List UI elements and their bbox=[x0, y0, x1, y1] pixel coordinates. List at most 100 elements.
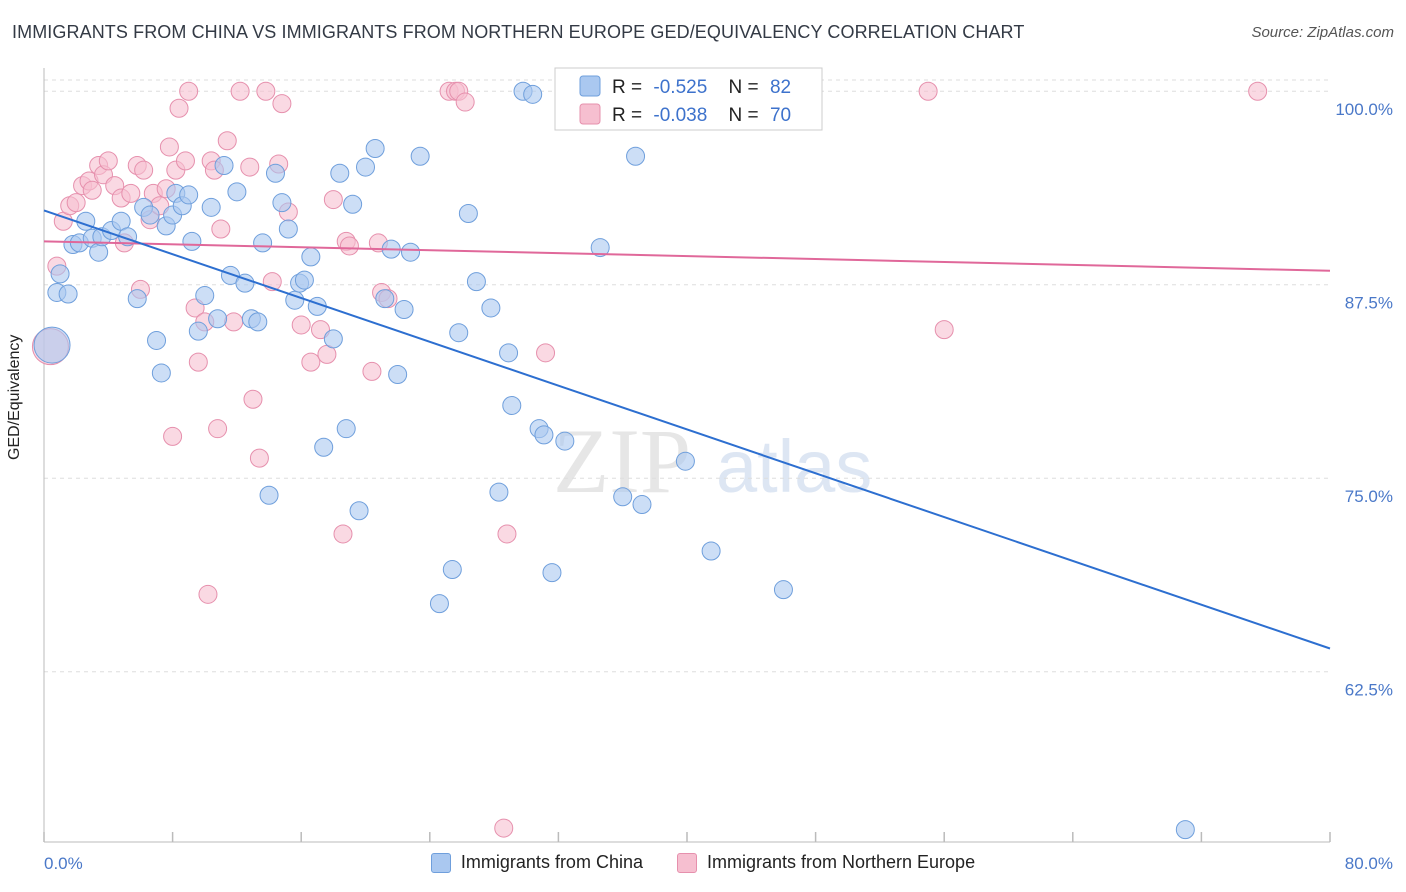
northern-europe-point-10 bbox=[98, 151, 118, 171]
china-point-55 bbox=[394, 299, 414, 319]
northern-europe-point-38 bbox=[230, 81, 250, 101]
zipatlas-watermark: ZIP atlas bbox=[553, 410, 872, 512]
china-point-37 bbox=[272, 193, 292, 213]
northern-europe-point-63 bbox=[494, 818, 514, 838]
china-point-46 bbox=[330, 163, 350, 183]
china-point-59 bbox=[442, 560, 462, 580]
china-point-78 bbox=[632, 495, 652, 515]
source-attribution: Source: ZipAtlas.com bbox=[1251, 24, 1394, 41]
northern-europe-point-34 bbox=[208, 419, 228, 439]
northern-europe-point-31 bbox=[198, 584, 218, 604]
svg-text:R = -0.038 N =: R = -0.038 N = 70 bbox=[612, 105, 791, 126]
china-point-13 bbox=[127, 289, 147, 309]
svg-text:R = -0.525 N =: R = -0.525 N = 82 bbox=[612, 77, 791, 98]
y-tick-label-2: 75.0% bbox=[1345, 487, 1393, 506]
china-point-51 bbox=[365, 138, 385, 158]
china-point-71 bbox=[542, 563, 562, 583]
china-point-65 bbox=[499, 343, 519, 363]
chart-title: IMMIGRANTS FROM CHINA VS IMMIGRANTS FROM… bbox=[12, 22, 1025, 42]
northern-europe-point-65 bbox=[536, 343, 556, 363]
series-legend: Immigrants from China Immigrants from No… bbox=[0, 852, 1406, 873]
legend-label-northern-europe: Immigrants from Northern Europe bbox=[706, 852, 976, 872]
northern-europe-point-68 bbox=[1248, 81, 1268, 101]
northern-europe-point-64 bbox=[497, 524, 517, 544]
china-point-63 bbox=[481, 298, 501, 318]
legend-swatch-china bbox=[579, 75, 601, 97]
legend-n-value-china: 82 bbox=[770, 77, 791, 98]
northern-europe-point-51 bbox=[323, 190, 343, 210]
china-point-38 bbox=[278, 219, 298, 239]
china-point-61 bbox=[458, 204, 478, 224]
northern-europe-point-41 bbox=[249, 448, 269, 468]
northern-europe-point-23 bbox=[163, 426, 183, 446]
northern-europe-trend-line bbox=[43, 240, 1331, 272]
legend-item-northern-europe: Immigrants from Northern Europe bbox=[676, 852, 976, 873]
northern-europe-point-66 bbox=[918, 81, 938, 101]
northern-europe-point-27 bbox=[179, 81, 199, 101]
china-point-8 bbox=[89, 242, 109, 262]
china-point-41 bbox=[294, 270, 314, 290]
china-point-70 bbox=[534, 425, 554, 445]
legend-item-china: Immigrants from China bbox=[430, 852, 643, 873]
china-point-23 bbox=[182, 231, 202, 251]
china-point-75 bbox=[590, 238, 610, 258]
northern-europe-point-35 bbox=[211, 219, 231, 239]
china-point-79 bbox=[675, 451, 695, 471]
china-point-47 bbox=[336, 419, 356, 439]
china-point-48 bbox=[343, 194, 363, 214]
china-point-30 bbox=[227, 182, 247, 202]
legend-swatch-northern-europe-bottom bbox=[676, 852, 697, 873]
china-point-2 bbox=[50, 264, 70, 284]
china-point-81 bbox=[773, 580, 793, 600]
china-point-45 bbox=[323, 329, 343, 349]
china-point-42 bbox=[301, 247, 321, 267]
china-point-27 bbox=[208, 309, 228, 329]
northern-europe-point-45 bbox=[272, 94, 292, 114]
china-point-77 bbox=[626, 146, 646, 166]
legend-r-value-china: -0.525 bbox=[653, 77, 707, 98]
legend-label-china: Immigrants from China bbox=[460, 852, 643, 872]
legend-n-label-china: N = bbox=[729, 77, 759, 98]
china-point-62 bbox=[466, 272, 486, 292]
northern-europe-point-39 bbox=[240, 157, 260, 177]
china-point-35 bbox=[259, 485, 279, 505]
northern-europe-point-54 bbox=[339, 236, 359, 256]
china-point-22 bbox=[179, 185, 199, 205]
china-point-68 bbox=[523, 84, 543, 104]
china-point-80 bbox=[701, 541, 721, 561]
northern-europe-point-52 bbox=[333, 524, 353, 544]
legend-n-value-northern-europe: 70 bbox=[770, 105, 791, 126]
china-point-31 bbox=[235, 273, 255, 293]
china-point-0 bbox=[33, 326, 71, 364]
northern-europe-point-14 bbox=[121, 183, 141, 203]
trend-lines bbox=[43, 209, 1331, 650]
legend-r-label-northern-europe: R = bbox=[612, 105, 642, 126]
china-point-76 bbox=[613, 487, 633, 507]
china-point-64 bbox=[489, 482, 509, 502]
northern-europe-point-49 bbox=[310, 320, 330, 340]
china-point-54 bbox=[388, 365, 408, 385]
northern-europe-point-25 bbox=[169, 98, 189, 118]
northern-europe-point-42 bbox=[256, 81, 276, 101]
china-point-25 bbox=[195, 286, 215, 306]
y-tick-label-1: 87.5% bbox=[1345, 294, 1393, 313]
northern-europe-point-29 bbox=[188, 352, 208, 372]
china-point-60 bbox=[449, 323, 469, 343]
china-trend-line bbox=[43, 209, 1331, 650]
northern-europe-point-55 bbox=[362, 361, 382, 381]
northern-europe-point-7 bbox=[82, 180, 102, 200]
northern-europe-point-48 bbox=[301, 352, 321, 372]
axes bbox=[43, 68, 1331, 843]
northern-europe-point-67 bbox=[934, 320, 954, 340]
china-point-72 bbox=[555, 431, 575, 451]
china-point-49 bbox=[349, 501, 369, 521]
northern-europe-point-4 bbox=[66, 193, 86, 213]
legend-r-value-northern-europe: -0.038 bbox=[653, 105, 707, 126]
china-point-26 bbox=[201, 197, 221, 217]
tick-labels: 100.0% 87.5% 75.0% 62.5% 0.0% 80.0% bbox=[44, 100, 1393, 873]
northern-europe-point-17 bbox=[134, 160, 154, 180]
china-point-15 bbox=[140, 205, 160, 225]
correlation-legend: R = -0.525 N = 82 R = -0.038 N = 70 bbox=[554, 67, 823, 131]
northern-europe-point-37 bbox=[224, 312, 244, 332]
